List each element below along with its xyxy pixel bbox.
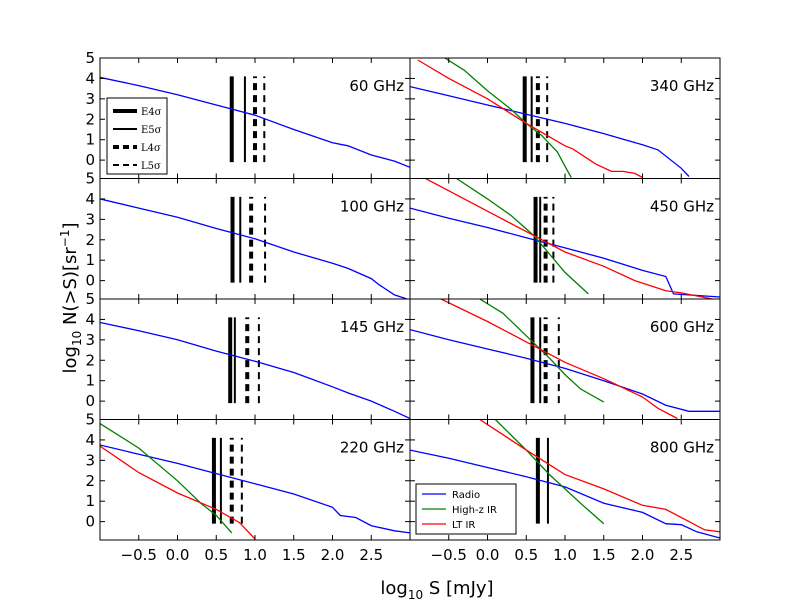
x-tick-label: 2.5 — [359, 546, 383, 564]
y-tick-label: 1 — [85, 131, 95, 149]
legend-label-high-z-ir: High-z IR — [452, 505, 497, 516]
panel-145-ghz-frequency-label: 145 GHz — [340, 318, 404, 336]
panel-600-ghz-plot-area — [410, 299, 720, 420]
panel-600-ghz-series-radio — [410, 328, 720, 412]
x-tick-label: 1.0 — [553, 546, 577, 564]
y-tick-label: 4 — [85, 190, 95, 208]
y-tick-label: 4 — [85, 431, 95, 449]
x-tick-label: 0.0 — [166, 546, 190, 564]
panel-220-ghz-series-high-z-ir — [100, 423, 233, 534]
panel-600-ghz-frequency-label: 600 GHz — [650, 318, 714, 336]
panel-145-ghz-series-radio — [100, 321, 410, 420]
panel-450-ghz-series-lt-ir — [425, 178, 713, 299]
panel-450-ghz-plot-area — [410, 178, 720, 299]
panel-450-ghz-frequency-label: 450 GHz — [650, 198, 714, 216]
y-tick-label: 1 — [85, 251, 95, 269]
panel-800-ghz-frequency-label: 800 GHz — [650, 439, 714, 457]
x-axis-label: log10 S [mJy] — [380, 578, 493, 600]
panel-100-ghz: 0 1 2 3 4 5 100 GHz — [85, 170, 411, 300]
panel-60-ghz-series-radio — [100, 76, 410, 168]
y-tick-label: 2 — [85, 351, 95, 369]
panel-800-ghz-series-lt-ir — [479, 419, 720, 533]
y-tick-label: 2 — [85, 110, 95, 128]
legend-label-l4: L4σ — [141, 143, 161, 154]
panel-800-ghz-series-radio — [410, 449, 720, 539]
x-tick-label: 2.0 — [631, 546, 655, 564]
legend-label-lt-ir: LT IR — [452, 520, 475, 531]
y-tick-label: 1 — [85, 492, 95, 510]
panel-450-ghz: 450 GHz — [409, 178, 721, 300]
panel-100-ghz-series-radio — [100, 198, 410, 299]
x-tick-label: 0.5 — [204, 546, 228, 564]
x-tick-label: 2.5 — [669, 546, 693, 564]
y-tick-label: 2 — [85, 231, 95, 249]
panel-800-ghz: −0.5 0.0 0.5 1.0 1.5 2.0 2.5 800 GHz — [409, 419, 721, 564]
panel-600-ghz-series-high-z-ir — [479, 299, 605, 403]
legend-label-radio: Radio — [452, 490, 480, 501]
y-tick-label: 2 — [85, 472, 95, 490]
y-axis-label: log10 N(>S)[sr−1] — [58, 222, 84, 373]
legend-label-e5: E5σ — [141, 125, 162, 136]
panel-145-ghz-plot-area — [100, 317, 410, 420]
panel-340-ghz-series-radio — [410, 85, 690, 177]
panel-220-ghz-series-lt-ir — [100, 445, 256, 540]
panel-340-ghz-series-lt-ir — [417, 59, 643, 179]
panel-800-ghz-plot-area — [410, 419, 720, 539]
y-tick-label: 3 — [85, 451, 95, 469]
x-tick-label: 1.0 — [243, 546, 267, 564]
panel-600-ghz-series-lt-ir — [440, 299, 678, 420]
y-tick-label: 1 — [85, 372, 95, 390]
y-tick-label: 5 — [85, 170, 95, 188]
panel-60-ghz-plot-area — [100, 76, 410, 168]
model-legend: Radio High-z IR LT IR — [415, 483, 517, 535]
panel-800-ghz-series-high-z-ir — [494, 419, 605, 525]
panel-145-ghz: 0 1 2 3 4 5 145 GHz — [85, 290, 411, 420]
x-tick-label: −0.5 — [431, 546, 467, 564]
legend-label-l5: L5σ — [141, 161, 161, 172]
y-tick-label: 3 — [85, 90, 95, 108]
panel-100-ghz-frequency-label: 100 GHz — [340, 198, 404, 216]
x-tick-label: 2.0 — [321, 546, 345, 564]
y-tick-label: 3 — [85, 331, 95, 349]
panel-450-ghz-series-radio — [410, 207, 720, 298]
y-tick-label: 5 — [85, 290, 95, 308]
x-tick-label: −0.5 — [121, 546, 157, 564]
panel-60-ghz-frequency-label: 60 GHz — [349, 77, 404, 95]
y-tick-label: 0 — [85, 151, 95, 169]
panel-grid: 0 1 2 3 4 5 60 GHz 340 GHz 0 1 2 3 4 5 100 GHz 450 GHz 0… — [85, 49, 721, 564]
panel-100-ghz-plot-area — [100, 196, 410, 299]
x-tick-label: 0.5 — [514, 546, 538, 564]
panel-60-ghz: 0 1 2 3 4 5 60 GHz — [85, 49, 411, 179]
y-tick-label: 0 — [85, 513, 95, 531]
panel-220-ghz-series-radio — [100, 444, 410, 534]
x-tick-label: 1.5 — [592, 546, 616, 564]
x-tick-label: 0.0 — [476, 546, 500, 564]
y-tick-label: 0 — [85, 392, 95, 410]
panel-220-ghz-frequency-label: 220 GHz — [340, 439, 404, 457]
y-tick-label: 5 — [85, 411, 95, 429]
legend-label-e4: E4σ — [141, 107, 162, 118]
panel-340-ghz-plot-area — [410, 58, 690, 179]
panel-600-ghz: 600 GHz — [409, 298, 721, 420]
y-tick-label: 4 — [85, 69, 95, 87]
x-tick-label: 1.5 — [282, 546, 306, 564]
y-tick-label: 4 — [85, 310, 95, 328]
panel-340-ghz-frequency-label: 340 GHz — [650, 77, 714, 95]
y-tick-label: 0 — [85, 272, 95, 290]
y-tick-label: 3 — [85, 210, 95, 228]
panel-220-ghz: 0 1 2 3 4 5 −0.5 0.0 0.5 1.0 1.5 2.0 2.5 220 GHz — [85, 411, 411, 564]
y-tick-label: 5 — [85, 49, 95, 67]
panel-220-ghz-plot-area — [100, 423, 410, 540]
detection-limit-legend: E4σ E5σ L4σ L5σ — [106, 97, 168, 175]
